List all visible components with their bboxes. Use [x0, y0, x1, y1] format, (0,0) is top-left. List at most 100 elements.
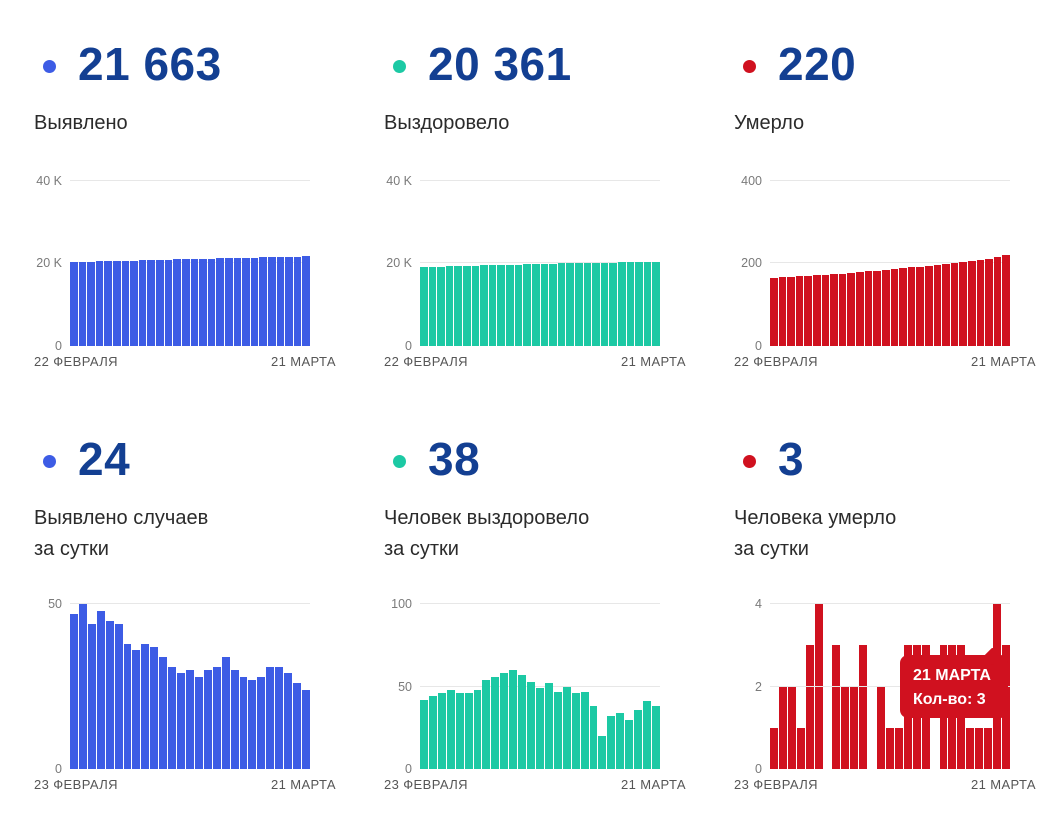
bar[interactable] — [885, 727, 894, 770]
bar[interactable] — [821, 274, 830, 346]
bar[interactable] — [618, 262, 626, 346]
bar[interactable] — [130, 260, 138, 346]
bar[interactable] — [70, 613, 78, 770]
bar[interactable] — [770, 727, 778, 770]
bar[interactable] — [975, 727, 984, 770]
bar[interactable] — [899, 268, 907, 346]
bar[interactable] — [583, 262, 592, 346]
bar[interactable] — [509, 670, 518, 770]
bar[interactable] — [445, 266, 454, 346]
bar[interactable] — [70, 261, 78, 346]
bar[interactable] — [770, 277, 778, 346]
bar[interactable] — [156, 259, 164, 346]
bar[interactable] — [428, 266, 437, 346]
bar[interactable] — [787, 686, 796, 770]
bar[interactable] — [473, 689, 482, 770]
bar[interactable] — [598, 736, 607, 770]
bar[interactable] — [78, 261, 87, 346]
bar[interactable] — [437, 693, 446, 770]
bar[interactable] — [985, 258, 993, 346]
bar[interactable] — [592, 262, 600, 346]
bar[interactable] — [894, 727, 903, 770]
bar[interactable] — [207, 258, 216, 346]
bar[interactable] — [580, 691, 589, 770]
bar[interactable] — [616, 712, 625, 770]
bar[interactable] — [87, 261, 95, 346]
bar[interactable] — [574, 263, 583, 346]
bar[interactable] — [942, 264, 950, 346]
bar[interactable] — [276, 257, 285, 346]
bar[interactable] — [562, 686, 571, 770]
bar[interactable] — [856, 271, 864, 346]
bar[interactable] — [96, 610, 105, 770]
bar[interactable] — [506, 264, 514, 346]
bar[interactable] — [890, 268, 899, 346]
bar[interactable] — [123, 643, 132, 770]
bar[interactable] — [814, 604, 823, 770]
bar[interactable] — [293, 256, 302, 346]
bar[interactable] — [847, 272, 856, 346]
bar[interactable] — [420, 699, 428, 770]
bar[interactable] — [553, 691, 562, 770]
bar[interactable] — [266, 666, 275, 770]
bar[interactable] — [881, 269, 890, 346]
bar[interactable] — [446, 689, 455, 770]
bar[interactable] — [284, 673, 293, 770]
bar[interactable] — [138, 260, 147, 346]
bar[interactable] — [216, 258, 224, 346]
bar[interactable] — [437, 266, 445, 346]
bar[interactable] — [531, 264, 540, 346]
bar[interactable] — [150, 646, 159, 770]
bar[interactable] — [518, 675, 527, 770]
bar[interactable] — [190, 259, 199, 346]
bar[interactable] — [813, 275, 821, 346]
bar[interactable] — [1002, 254, 1011, 346]
bar[interactable] — [571, 693, 580, 770]
bar[interactable] — [203, 670, 212, 770]
bar[interactable] — [121, 260, 130, 346]
bar[interactable] — [609, 262, 618, 346]
bar[interactable] — [993, 257, 1002, 346]
bar[interactable] — [527, 681, 535, 770]
bar[interactable] — [950, 263, 959, 346]
bar[interactable] — [199, 258, 207, 346]
bar[interactable] — [838, 273, 847, 346]
bar[interactable] — [257, 676, 266, 770]
bar[interactable] — [173, 259, 181, 346]
bar[interactable] — [164, 259, 173, 346]
bar[interactable] — [557, 263, 566, 346]
bar[interactable] — [544, 683, 553, 770]
bar[interactable] — [804, 275, 813, 346]
bar[interactable] — [540, 263, 549, 346]
bar[interactable] — [877, 686, 885, 770]
bar[interactable] — [832, 645, 841, 770]
bar[interactable] — [464, 693, 473, 770]
bar[interactable] — [916, 266, 924, 346]
bar[interactable] — [634, 709, 643, 770]
bar[interactable] — [268, 257, 276, 346]
bar[interactable] — [480, 265, 488, 346]
bar[interactable] — [873, 270, 881, 346]
bar[interactable] — [488, 265, 497, 346]
bar[interactable] — [500, 673, 509, 770]
bar[interactable] — [651, 706, 660, 770]
bar[interactable] — [535, 688, 544, 770]
bar[interactable] — [454, 266, 463, 346]
bar[interactable] — [141, 643, 150, 770]
bar[interactable] — [514, 264, 523, 346]
bar[interactable] — [976, 259, 985, 346]
bar[interactable] — [194, 676, 203, 770]
bar[interactable] — [491, 676, 500, 770]
bar[interactable] — [114, 623, 123, 770]
bar[interactable] — [293, 683, 301, 770]
bar[interactable] — [841, 686, 850, 770]
bar[interactable] — [966, 727, 975, 770]
bar[interactable] — [787, 276, 795, 346]
bar[interactable] — [105, 620, 114, 770]
bar[interactable] — [212, 666, 221, 770]
bar[interactable] — [177, 673, 185, 770]
bar[interactable] — [302, 256, 311, 346]
bar[interactable] — [428, 696, 437, 770]
bar[interactable] — [778, 686, 787, 770]
bar[interactable] — [455, 693, 464, 770]
